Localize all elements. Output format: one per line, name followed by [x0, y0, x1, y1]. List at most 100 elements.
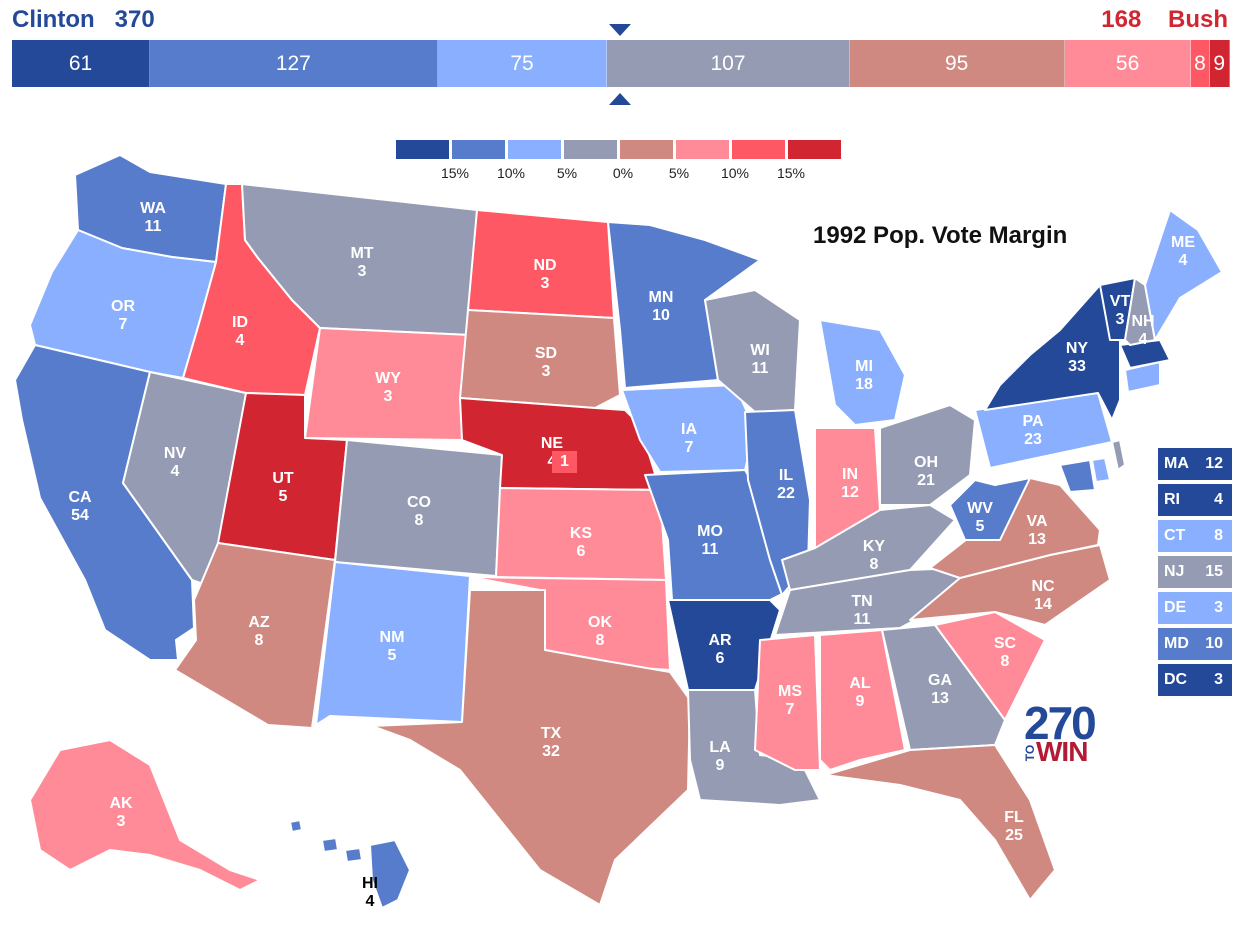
state-ev-label: 8	[1001, 653, 1010, 670]
ev-bar-segment: 9	[1209, 40, 1230, 87]
midpoint-marker-bottom	[609, 93, 631, 105]
small-state-md[interactable]: MD 10	[1158, 628, 1232, 660]
state-oh[interactable]	[879, 404, 976, 506]
state-nh[interactable]	[1124, 277, 1156, 346]
small-state-abbr: DE	[1164, 599, 1187, 616]
state-abbr-label: CA	[68, 489, 92, 506]
small-state-nj[interactable]: NJ 15	[1158, 556, 1232, 588]
state-abbr-label: NM	[380, 629, 405, 646]
state-wv[interactable]	[949, 477, 1031, 541]
state-ms[interactable]	[754, 634, 821, 771]
state-ev-label: 11	[752, 360, 769, 377]
state-ev-label: 4	[171, 463, 180, 480]
state-ev-label: 4	[236, 332, 245, 349]
state-ev-label: 11	[854, 611, 871, 628]
state-ev-label: 11	[702, 541, 719, 558]
small-state-abbr: RI	[1164, 491, 1180, 508]
state-ev-label: 22	[777, 485, 795, 502]
legend-label: 5%	[668, 165, 690, 181]
clinton-header: Clinton 370	[12, 6, 155, 34]
small-state-ma[interactable]: MA 12	[1158, 448, 1232, 480]
state-abbr-label: SD	[535, 345, 557, 362]
state-ga[interactable]	[881, 624, 1006, 751]
state-ev-label: 8	[415, 512, 424, 529]
small-state-ev: 10	[1205, 635, 1223, 652]
legend-label: 15%	[776, 165, 806, 181]
midpoint-marker-top	[609, 24, 631, 36]
state-abbr-label: OK	[588, 614, 612, 631]
state-abbr-label: IL	[779, 467, 793, 484]
270towin-logo[interactable]: 270 TO WIN	[1022, 696, 1102, 767]
legend-swatch	[508, 140, 561, 159]
state-abbr-label: VT	[1110, 293, 1131, 310]
state-ev-label: 9	[716, 757, 725, 774]
state-ev-label: 33	[1068, 358, 1086, 375]
state-abbr-label: NC	[1031, 578, 1055, 595]
state-tx[interactable]	[371, 589, 691, 906]
legend-label: 10%	[720, 165, 750, 181]
state-abbr-label: IA	[681, 421, 697, 438]
state-ev-label: 3	[542, 363, 551, 380]
state-fl[interactable]	[824, 744, 1056, 901]
state-ev-label: 14	[1034, 596, 1052, 613]
state-md[interactable]	[1059, 459, 1096, 493]
legend-swatch	[676, 140, 729, 159]
state-ev-label: 21	[917, 472, 935, 489]
state-abbr-label: AZ	[248, 614, 270, 631]
small-states-list: MA 12 RI 4 CT 8 NJ 15 DE 3 MD 10 DC 3	[1158, 448, 1232, 700]
state-ev-label: 5	[976, 518, 985, 535]
state-me[interactable]	[1144, 209, 1223, 341]
state-ny[interactable]	[984, 284, 1121, 421]
state-ev-label: 12	[841, 484, 859, 501]
state-abbr-label: WA	[140, 200, 166, 217]
bush-name: Bush	[1168, 6, 1228, 33]
state-abbr-label: NY	[1066, 340, 1089, 357]
state-abbr-label: AR	[708, 632, 732, 649]
clinton-name: Clinton	[12, 6, 95, 33]
state-ak[interactable]	[29, 739, 261, 891]
state-abbr-label: TX	[541, 725, 562, 742]
state-nj[interactable]	[1111, 439, 1126, 471]
ev-bar-segment: 56	[1064, 40, 1192, 87]
margin-legend: 15% 10% 5% 0% 5% 10% 15%	[396, 140, 841, 183]
state-de[interactable]	[1091, 457, 1111, 483]
small-state-ev: 4	[1214, 491, 1223, 508]
state-ev-label: 13	[1028, 531, 1046, 548]
state-abbr-label: ID	[232, 314, 248, 331]
small-state-abbr: MD	[1164, 635, 1189, 652]
legend-labels: 15% 10% 5% 0% 5% 10% 15%	[396, 165, 841, 183]
small-state-ri[interactable]: RI 4	[1158, 484, 1232, 516]
hawaii-island[interactable]	[289, 819, 303, 833]
hawaii-island[interactable]	[344, 847, 363, 863]
state-abbr-label: LA	[709, 739, 731, 756]
ne-district-box[interactable]: 1	[552, 451, 577, 473]
state-ev-label: 3	[1116, 311, 1125, 328]
state-ev-label: 25	[1005, 827, 1023, 844]
state-ev-label: 4	[1139, 331, 1148, 348]
state-hi[interactable]	[369, 839, 411, 909]
state-mi[interactable]	[819, 319, 906, 426]
state-sd[interactable]	[459, 309, 621, 409]
small-state-de[interactable]: DE 3	[1158, 592, 1232, 624]
small-state-ct[interactable]: CT 8	[1158, 520, 1232, 552]
small-state-ev: 12	[1205, 455, 1223, 472]
state-abbr-label: PA	[1022, 413, 1043, 430]
legend-label: 5%	[556, 165, 578, 181]
state-nm[interactable]	[315, 561, 471, 726]
state-abbr-label: WY	[375, 370, 401, 387]
state-abbr-label: AK	[109, 795, 133, 812]
hawaii-island[interactable]	[321, 837, 339, 853]
state-abbr-label: NV	[164, 445, 187, 462]
state-abbr-label: TN	[851, 593, 872, 610]
state-abbr-label: WI	[750, 342, 770, 359]
state-ev-label: 3	[384, 388, 393, 405]
state-abbr-label: OH	[914, 454, 938, 471]
small-state-dc[interactable]: DC 3	[1158, 664, 1232, 696]
bush-votes: 168	[1101, 6, 1142, 33]
state-ev-label: 4	[1179, 252, 1188, 269]
ev-bar-segment: 75	[437, 40, 608, 87]
state-sc[interactable]	[934, 611, 1046, 721]
small-state-abbr: DC	[1164, 671, 1188, 688]
state-ev-label: 9	[856, 693, 865, 710]
